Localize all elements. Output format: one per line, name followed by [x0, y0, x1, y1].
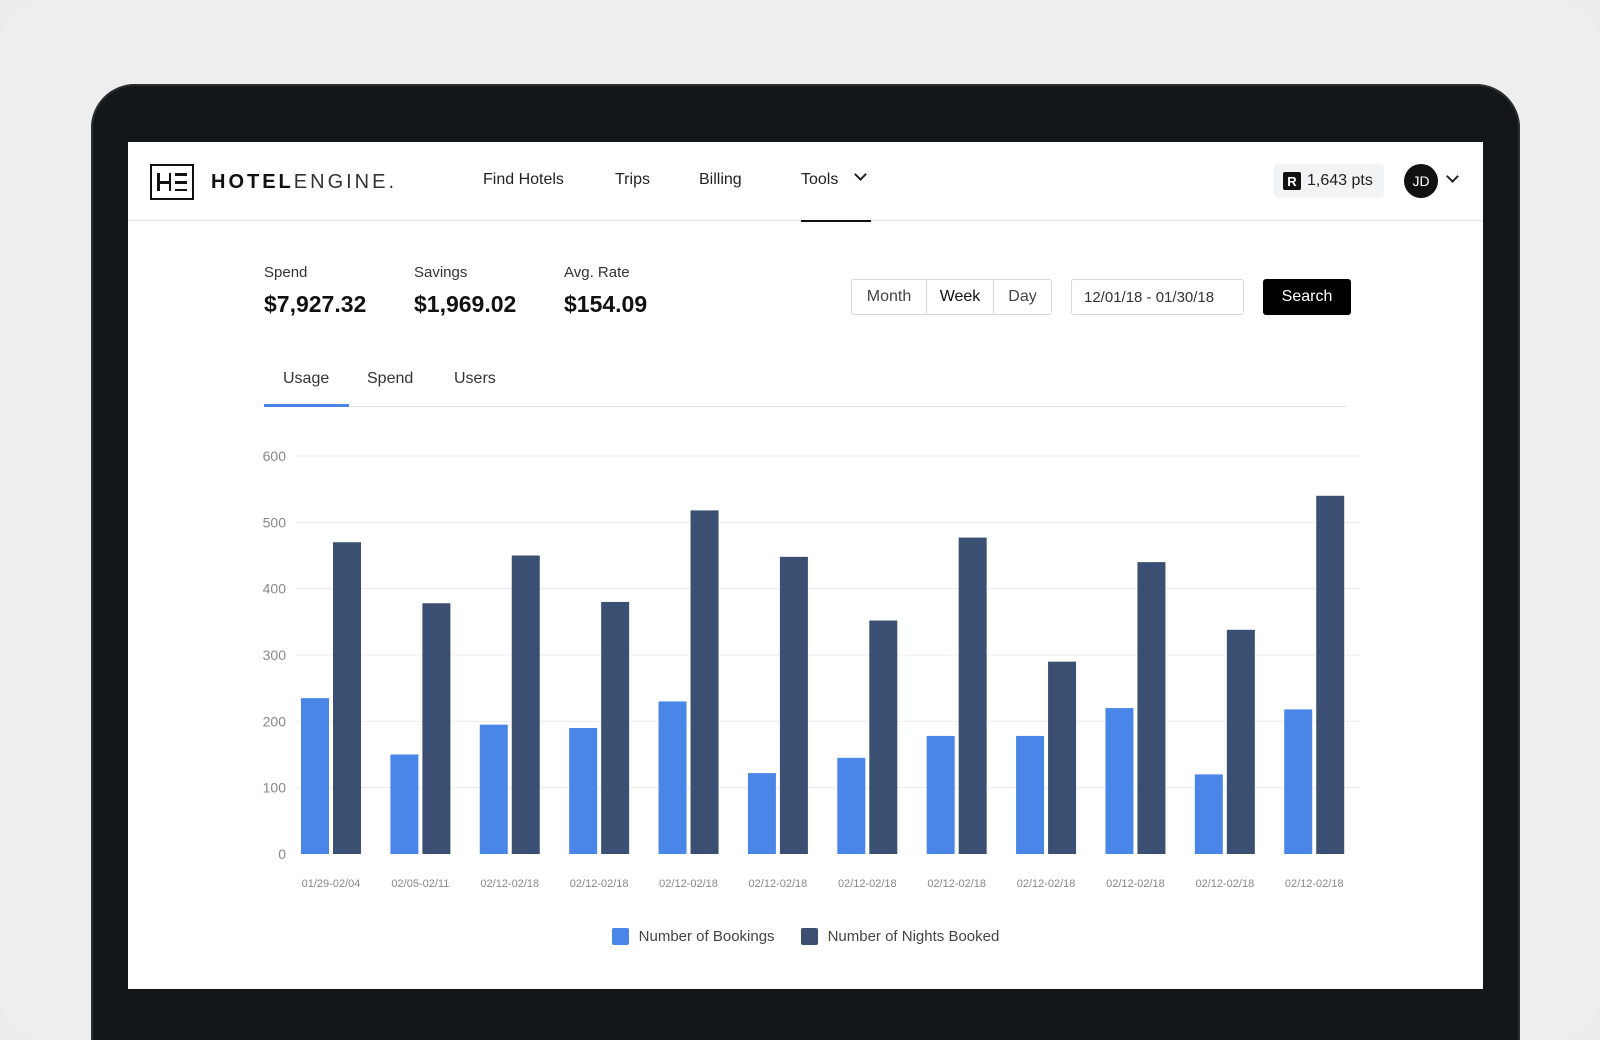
tab-spend[interactable]: Spend: [367, 370, 414, 387]
legend-item-nights[interactable]: Number of Nights Booked: [800, 928, 1000, 945]
stat-spend: Spend $7,927.32: [264, 264, 366, 318]
period-week-button[interactable]: Week: [927, 280, 994, 314]
rewards-icon: R: [1283, 172, 1301, 190]
bar-bookings[interactable]: [1194, 774, 1223, 854]
period-selector: Month Week Day: [851, 279, 1052, 315]
y-tick-label: 300: [263, 647, 287, 663]
x-tick-label: 02/12-02/18: [749, 878, 808, 890]
bar-bookings[interactable]: [390, 754, 419, 855]
bar-nights-booked[interactable]: [511, 555, 540, 855]
bar-bookings[interactable]: [301, 698, 329, 854]
legend-label-nights: Number of Nights Booked: [827, 928, 1000, 945]
nav-billing[interactable]: Billing: [699, 171, 742, 188]
rewards-points[interactable]: R 1,643 pts: [1274, 164, 1384, 198]
bar-nights-booked[interactable]: [1226, 629, 1255, 854]
y-tick-label: 600: [263, 448, 287, 464]
report-tabs: Usage Spend Users: [264, 364, 1347, 407]
period-day-button[interactable]: Day: [1008, 288, 1037, 305]
y-tick-label: 0: [278, 846, 286, 862]
brand-wordmark-light: ENGINE.: [293, 171, 398, 193]
bar-nights-booked[interactable]: [958, 537, 987, 854]
app-screen: HOTELENGINE. Find Hotels Trips Billing T…: [128, 142, 1483, 989]
stat-savings-value: $1,969.02: [414, 291, 517, 317]
x-tick-label: 02/12-02/18: [1017, 878, 1076, 890]
bar-bookings[interactable]: [479, 724, 508, 854]
nav-tools[interactable]: Tools: [801, 142, 871, 222]
x-tick-label: 02/12-02/18: [1285, 878, 1344, 890]
bar-bookings[interactable]: [926, 735, 955, 854]
bar-nights-booked[interactable]: [690, 510, 719, 854]
tab-usage[interactable]: Usage: [283, 370, 330, 387]
search-button[interactable]: Search: [1263, 279, 1351, 315]
bar-bookings[interactable]: [837, 757, 866, 854]
bar-bookings[interactable]: [569, 727, 598, 854]
x-tick-label: 02/12-02/18: [838, 878, 897, 890]
y-tick-label: 500: [263, 514, 287, 530]
bar-nights-booked[interactable]: [333, 542, 361, 854]
bar-bookings[interactable]: [1284, 709, 1313, 854]
period-month-button[interactable]: Month: [852, 280, 927, 314]
bar-nights-booked[interactable]: [779, 556, 808, 854]
brand-wordmark[interactable]: HOTELENGINE.: [211, 169, 397, 195]
y-tick-label: 200: [263, 713, 287, 729]
x-tick-label: 02/12-02/18: [1106, 878, 1165, 890]
usage-bar-chart: 0 100 200 300 400 500 600 01/29-02/04 02/05-02/1…: [263, 448, 1360, 890]
bar-bookings[interactable]: [658, 701, 687, 854]
legend-label-bookings: Number of Bookings: [638, 928, 775, 945]
stat-savings-label: Savings: [414, 264, 468, 281]
x-tick-label: 02/12-02/18: [659, 878, 718, 890]
bar-nights-booked[interactable]: [869, 620, 898, 854]
y-tick-label: 100: [263, 780, 287, 796]
tab-active-indicator: [264, 404, 349, 407]
bar-bookings[interactable]: [1016, 735, 1045, 854]
chart-legend: Number of Bookings Number of Nights Book…: [128, 928, 1483, 945]
x-tick-label: 02/12-02/18: [480, 878, 539, 890]
points-value: 1,643 pts: [1307, 172, 1373, 189]
x-tick-label: 02/12-02/18: [1195, 878, 1254, 890]
legend-swatch-bookings: [611, 928, 629, 945]
top-navigation-bar: HOTELENGINE. Find Hotels Trips Billing T…: [128, 142, 1483, 222]
x-tick-label: 02/12-02/18: [570, 878, 629, 890]
date-range-input[interactable]: [1071, 279, 1244, 315]
nav-trips[interactable]: Trips: [615, 171, 650, 188]
user-avatar[interactable]: JD: [1404, 164, 1438, 198]
nav-active-indicator: [801, 220, 871, 222]
x-tick-label: 02/05-02/11: [391, 878, 449, 890]
bar-bookings[interactable]: [747, 773, 776, 854]
x-tick-label: 02/12-02/18: [927, 878, 986, 890]
y-tick-label: 400: [263, 581, 287, 597]
bar-bookings[interactable]: [1105, 708, 1134, 854]
bar-nights-booked[interactable]: [601, 601, 630, 854]
stat-avg-rate-label: Avg. Rate: [564, 264, 630, 281]
bar-nights-booked[interactable]: [422, 603, 451, 854]
stat-savings: Savings $1,969.02: [414, 264, 516, 318]
bar-nights-booked[interactable]: [1137, 562, 1166, 854]
hotel-engine-logo-icon[interactable]: [150, 164, 194, 200]
bar-nights-booked[interactable]: [1316, 495, 1345, 854]
x-tick-label: 01/29-02/04: [302, 878, 361, 890]
legend-item-bookings[interactable]: Number of Bookings: [611, 928, 775, 945]
stat-spend-label: Spend: [264, 264, 308, 281]
stat-avg-rate: Avg. Rate $154.09: [564, 264, 647, 318]
brand-wordmark-bold: HOTEL: [211, 171, 294, 193]
nav-tools-label: Tools: [801, 171, 839, 188]
bar-nights-booked[interactable]: [1048, 661, 1077, 854]
tab-users[interactable]: Users: [454, 370, 496, 387]
legend-swatch-nights: [800, 928, 818, 945]
nav-find-hotels[interactable]: Find Hotels: [483, 171, 564, 188]
stat-avg-rate-value: $154.09: [564, 291, 648, 317]
stat-spend-value: $7,927.32: [264, 291, 367, 317]
